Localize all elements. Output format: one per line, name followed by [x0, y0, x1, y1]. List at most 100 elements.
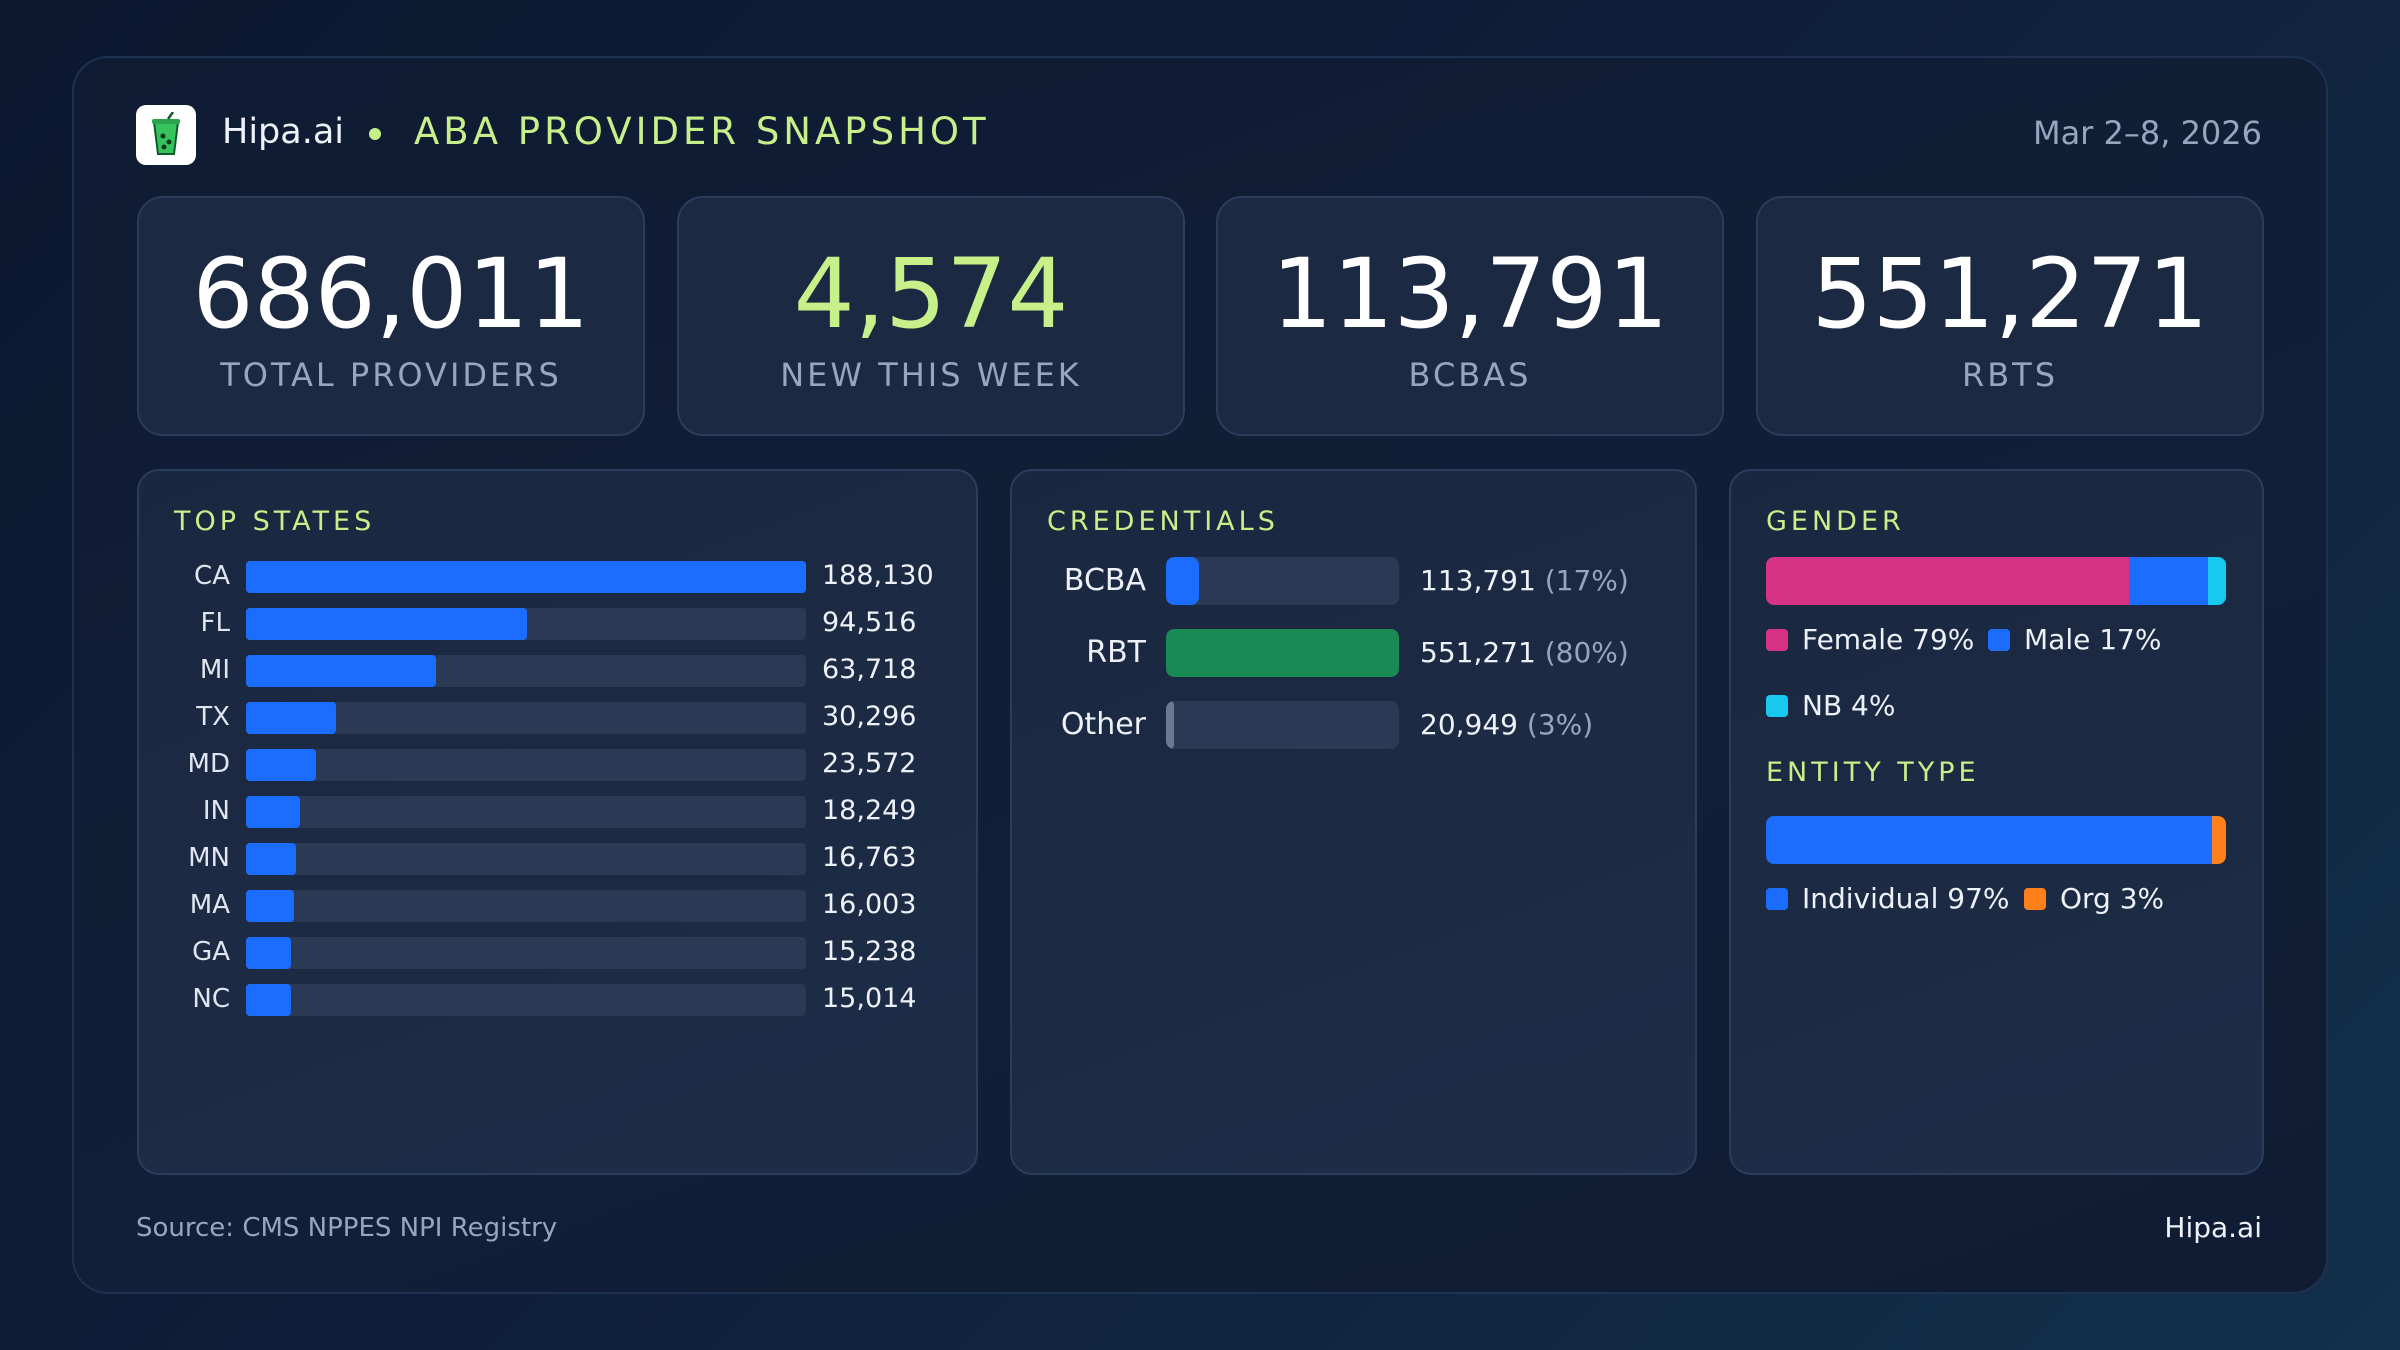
state-row-ma: MA 16,003 — [174, 888, 954, 922]
page-title: ABA PROVIDER SNAPSHOT — [414, 110, 990, 153]
state-code: MA — [189, 890, 230, 920]
credentials-title: CREDENTIALS — [1047, 506, 1279, 537]
state-code: MI — [199, 655, 230, 685]
state-row-mn: MN 16,763 — [174, 841, 954, 875]
source-note: Source: CMS NPPES NPI Registry — [136, 1213, 558, 1243]
kpi-label: RBTS — [1961, 356, 2059, 394]
state-value: 94,516 — [822, 607, 917, 638]
state-bar — [246, 655, 436, 687]
legend-swatch — [1988, 629, 2010, 651]
credential-row-rbt: RBT 551,271 (80%) — [1040, 629, 1690, 677]
footer-brand: Hipa.ai — [2164, 1211, 2262, 1244]
state-bar — [246, 937, 291, 969]
legend-nb: NB 4% — [1766, 689, 1895, 722]
state-code: NC — [192, 984, 230, 1014]
state-row-mi: MI 63,718 — [174, 653, 954, 687]
state-bar-track — [246, 608, 806, 640]
kpi-card-rbts: 551,271 RBTS — [1756, 196, 2264, 436]
state-value: 16,763 — [822, 842, 917, 873]
state-value: 15,014 — [822, 983, 917, 1014]
state-bar-track — [246, 890, 806, 922]
credential-percent: (80%) — [1544, 636, 1629, 669]
state-bar-track — [246, 749, 806, 781]
credential-percent: (17%) — [1544, 564, 1629, 597]
credential-label: RBT — [1086, 635, 1146, 670]
state-bar — [246, 984, 291, 1016]
kpi-value: 551,271 — [1811, 238, 2209, 350]
state-bar — [246, 561, 806, 593]
gender-title: GENDER — [1766, 506, 1905, 537]
kpi-label: BCBAS — [1408, 356, 1532, 394]
brand-name: Hipa.ai — [222, 112, 345, 152]
state-value: 16,003 — [822, 889, 917, 920]
credential-bar-track — [1166, 557, 1399, 605]
gender-stacked-bar — [1766, 557, 2226, 605]
legend-swatch — [1766, 695, 1788, 717]
credential-percent: (3%) — [1526, 708, 1594, 741]
legend-org: Org 3% — [2024, 882, 2164, 915]
credential-bar — [1166, 629, 1399, 677]
state-value: 15,238 — [822, 936, 917, 967]
kpi-card-bcbas: 113,791 BCBAS — [1216, 196, 1724, 436]
state-bar — [246, 749, 316, 781]
state-row-md: MD 23,572 — [174, 747, 954, 781]
legend-swatch — [1766, 629, 1788, 651]
credential-value: 113,791 (17%) — [1420, 564, 1629, 597]
kpi-value: 113,791 — [1271, 238, 1669, 350]
credential-bar-track — [1166, 701, 1399, 749]
credential-row-bcba: BCBA 113,791 (17%) — [1040, 557, 1690, 605]
kpi-value: 4,574 — [793, 238, 1069, 350]
state-value: 63,718 — [822, 654, 917, 685]
separator-dot — [369, 128, 381, 140]
credential-row-other: Other 20,949 (3%) — [1040, 701, 1690, 749]
date-range: Mar 2–8, 2026 — [2032, 114, 2262, 152]
kpi-card-new-this-week: 4,574 NEW THIS WEEK — [677, 196, 1185, 436]
legend-female: Female 79% — [1766, 623, 1974, 656]
credential-value: 20,949 (3%) — [1420, 708, 1594, 741]
state-bar-track — [246, 843, 806, 875]
state-code: CA — [194, 561, 230, 591]
kpi-label: TOTAL PROVIDERS — [220, 356, 562, 394]
state-code: IN — [202, 796, 230, 826]
state-bar-track — [246, 984, 806, 1016]
state-row-nc: NC 15,014 — [174, 982, 954, 1016]
credential-bar — [1166, 557, 1199, 605]
state-bar — [246, 608, 527, 640]
state-code: FL — [200, 608, 230, 638]
state-row-fl: FL 94,516 — [174, 606, 954, 640]
state-code: MN — [188, 843, 230, 873]
state-bar-track — [246, 561, 806, 593]
top-states-title: TOP STATES — [174, 506, 376, 537]
kpi-label: NEW THIS WEEK — [780, 356, 1082, 394]
state-code: MD — [187, 749, 230, 779]
legend-swatch — [1766, 888, 1788, 910]
credential-value: 551,271 (80%) — [1420, 636, 1629, 669]
state-bar-track — [246, 796, 806, 828]
gender-segment-nb — [2207, 557, 2226, 605]
state-bar-track — [246, 937, 806, 969]
state-bar — [246, 702, 336, 734]
state-bar — [246, 843, 296, 875]
legend-male: Male 17% — [1988, 623, 2161, 656]
entity-type-title: ENTITY TYPE — [1766, 757, 1980, 788]
state-value: 30,296 — [822, 701, 917, 732]
entity-segment-individual — [1766, 816, 2213, 864]
state-value: 23,572 — [822, 748, 917, 779]
credential-label: BCBA — [1063, 563, 1146, 598]
logo — [136, 105, 196, 165]
credential-bar-track — [1166, 629, 1399, 677]
entity-segment-org — [2212, 816, 2226, 864]
state-bar-track — [246, 655, 806, 687]
legend-swatch — [2024, 888, 2046, 910]
entity-stacked-bar — [1766, 816, 2226, 864]
state-code: GA — [192, 937, 230, 967]
state-bar — [246, 890, 294, 922]
state-value: 188,130 — [822, 560, 934, 591]
cup-icon — [152, 112, 180, 155]
credential-bar — [1166, 701, 1174, 749]
kpi-card-total-providers: 686,011 TOTAL PROVIDERS — [137, 196, 645, 436]
state-value: 18,249 — [822, 795, 917, 826]
gender-segment-male — [2129, 557, 2208, 605]
gender-segment-female — [1766, 557, 2130, 605]
state-bar — [246, 796, 300, 828]
